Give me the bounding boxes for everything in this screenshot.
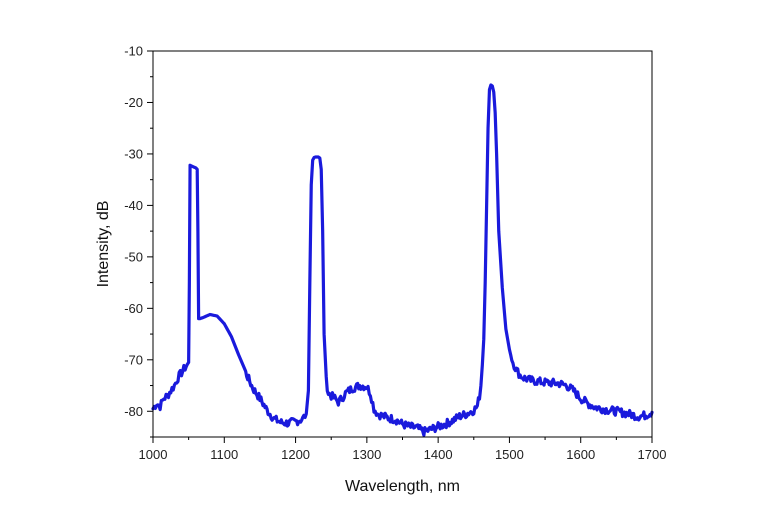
y-tick-label: -80	[124, 404, 143, 419]
y-axis-title: Intensity, dB	[95, 201, 112, 288]
y-tick-label: -30	[124, 146, 143, 161]
x-axis-ticks: 1000 1100 1200 1300 1400 1500 1600 1700	[139, 437, 667, 462]
plot-area-frame	[152, 50, 653, 438]
x-tick-label: 1000	[139, 447, 168, 462]
x-tick-label: 1700	[638, 447, 667, 462]
x-tick-label: 1400	[424, 447, 453, 462]
y-tick-label: -70	[124, 352, 143, 367]
y-axis-ticks: -80 -70 -60 -50 -40 -30 -20 -10	[124, 44, 153, 438]
spectrum-series-line	[151, 83, 654, 437]
y-tick-label: -10	[124, 44, 143, 59]
y-tick-label: -50	[124, 249, 143, 264]
x-tick-label: 1300	[352, 447, 381, 462]
x-tick-label: 1200	[281, 447, 310, 462]
y-tick-label: -40	[124, 198, 143, 213]
y-tick-label: -20	[124, 95, 143, 110]
x-tick-label: 1500	[495, 447, 524, 462]
x-axis-title: Wavelength, nm	[345, 478, 460, 495]
x-tick-label: 1100	[210, 447, 238, 462]
y-tick-label: -60	[124, 301, 143, 316]
x-tick-label: 1600	[566, 447, 595, 462]
